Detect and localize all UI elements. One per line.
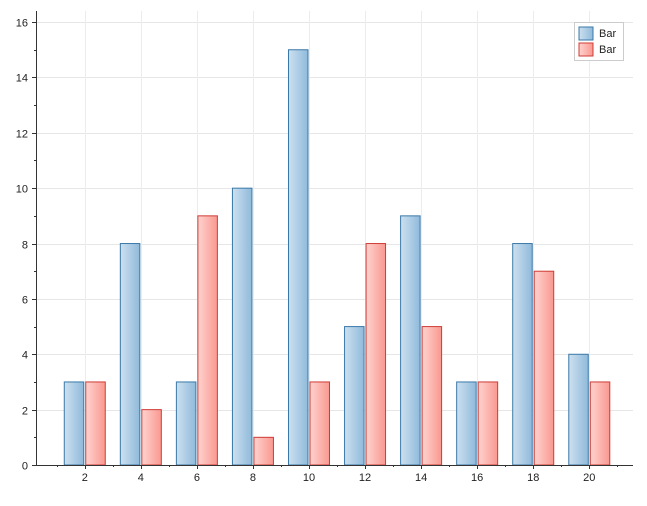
x-tick-label: 8	[250, 472, 256, 484]
bar-series-2	[477, 381, 499, 466]
x-tick-label: 2	[82, 472, 88, 484]
bar-series-1	[456, 381, 477, 466]
bar-series-1	[63, 381, 85, 466]
bar-series-1	[344, 326, 365, 466]
bar-series-2	[309, 381, 330, 466]
axes: 0 2 4 6 8 10 12 14 16 2 4 6 8 10 12 14 16 18 20	[16, 11, 633, 484]
legend-swatch-series-2	[578, 42, 594, 57]
legend-label-series-1: Bar	[599, 28, 616, 40]
x-tick-label: 18	[527, 472, 539, 484]
bar-series-2	[197, 215, 218, 466]
bar-series-1	[512, 243, 533, 466]
bar-series-2	[589, 381, 611, 466]
bar-series-2	[533, 270, 555, 466]
y-tick-label: 10	[16, 184, 28, 196]
y-tick-label: 2	[22, 406, 28, 418]
bar-series-1	[231, 187, 253, 466]
x-tick-label: 20	[583, 472, 595, 484]
y-tick-label: 16	[16, 18, 28, 30]
bar-series-2	[141, 409, 162, 466]
y-tick-label: 6	[22, 295, 28, 307]
x-tick-label: 16	[471, 472, 483, 484]
bar-series-1	[568, 353, 589, 466]
legend-swatch-series-1	[578, 26, 594, 41]
x-tick-label: 12	[359, 472, 371, 484]
bar-series-1	[400, 215, 421, 466]
bar-series-1	[287, 49, 309, 466]
x-tick-label: 10	[303, 472, 315, 484]
x-tick-label: 14	[415, 472, 427, 484]
bar-series-2	[365, 243, 387, 466]
y-tick-label: 14	[16, 73, 28, 85]
y-tick-label: 12	[16, 129, 28, 141]
legend: Bar Bar	[574, 22, 624, 61]
bar-series-1	[119, 243, 141, 466]
x-tick-label: 4	[138, 472, 144, 484]
x-tick-label: 6	[194, 472, 200, 484]
bar-series-2	[85, 381, 106, 466]
bar-series-2	[253, 436, 274, 466]
bar-series-1	[175, 381, 197, 466]
y-tick-label: 0	[22, 461, 28, 473]
bars	[63, 49, 611, 466]
y-tick-label: 4	[22, 350, 28, 362]
legend-label-series-2: Bar	[599, 44, 616, 56]
bar-series-2	[421, 326, 443, 466]
y-tick-label: 8	[22, 240, 28, 252]
